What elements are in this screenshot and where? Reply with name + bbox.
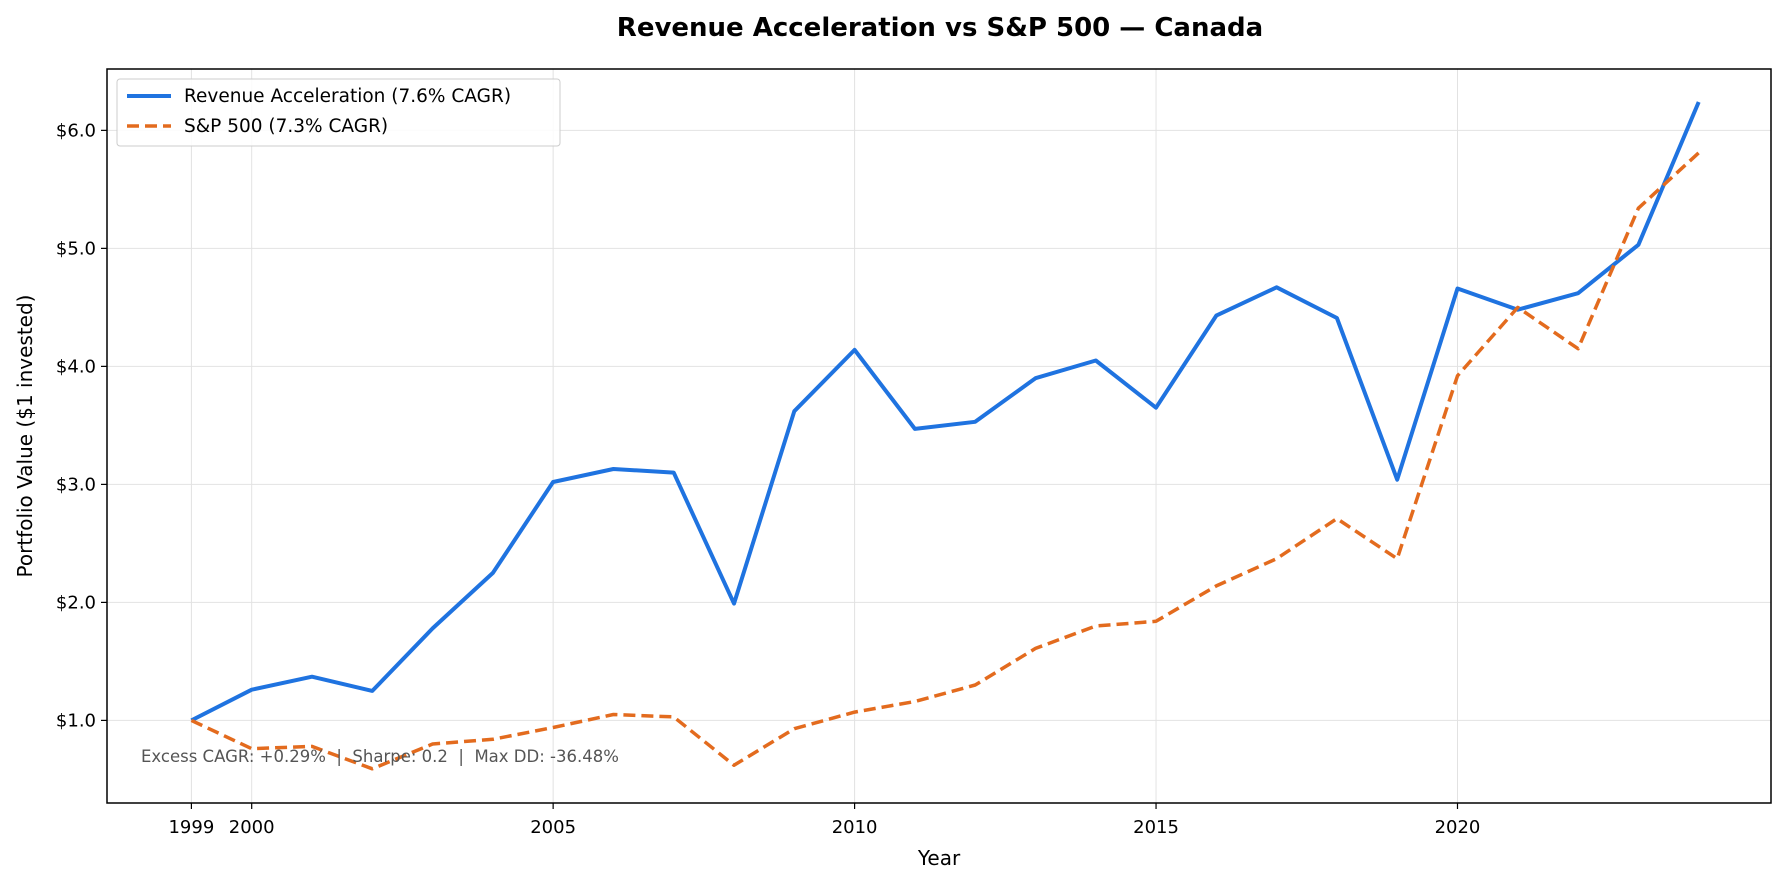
y-axis-ticks: $1.0 $2.0 $3.0 $4.0 $5.0 $6.0 <box>56 120 107 731</box>
y-tick-label: $4.0 <box>56 356 96 377</box>
chart-title: Revenue Acceleration vs S&P 500 — Canada <box>617 13 1263 43</box>
x-tick-label: 2010 <box>832 817 878 838</box>
plot-area-frame <box>106 68 1772 804</box>
x-axis-label: Year <box>917 846 961 870</box>
y-tick-label: $6.0 <box>56 120 96 141</box>
legend: Revenue Acceleration (7.6% CAGR) S&P 500… <box>116 78 561 147</box>
x-tick-label: 2020 <box>1435 817 1481 838</box>
x-axis-ticks: 1999 2000 2005 2010 2015 2020 <box>168 803 1480 838</box>
y-tick-label: $5.0 <box>56 238 96 259</box>
legend-label-sp500: S&P 500 (7.3% CAGR) <box>184 116 388 137</box>
y-axis-label: Portfolio Value ($1 invested) <box>13 295 37 578</box>
x-tick-label: 2000 <box>229 817 275 838</box>
stats-annotation: Excess CAGR: +0.29% | Sharpe: 0.2 | Max … <box>141 747 619 766</box>
legend-label-revenue: Revenue Acceleration (7.6% CAGR) <box>184 86 511 107</box>
x-tick-label: 1999 <box>168 817 214 838</box>
series-line-sp500 <box>190 151 1700 771</box>
y-tick-label: $2.0 <box>56 592 96 613</box>
y-tick-label: $3.0 <box>56 474 96 495</box>
y-tick-label: $1.0 <box>56 710 96 731</box>
legend-box <box>116 78 561 147</box>
series-line-revenue-acceleration <box>190 101 1701 723</box>
x-tick-label: 2015 <box>1133 817 1179 838</box>
series-lines <box>190 101 1701 771</box>
x-tick-label: 2005 <box>530 817 576 838</box>
grid-lines <box>107 69 1771 803</box>
